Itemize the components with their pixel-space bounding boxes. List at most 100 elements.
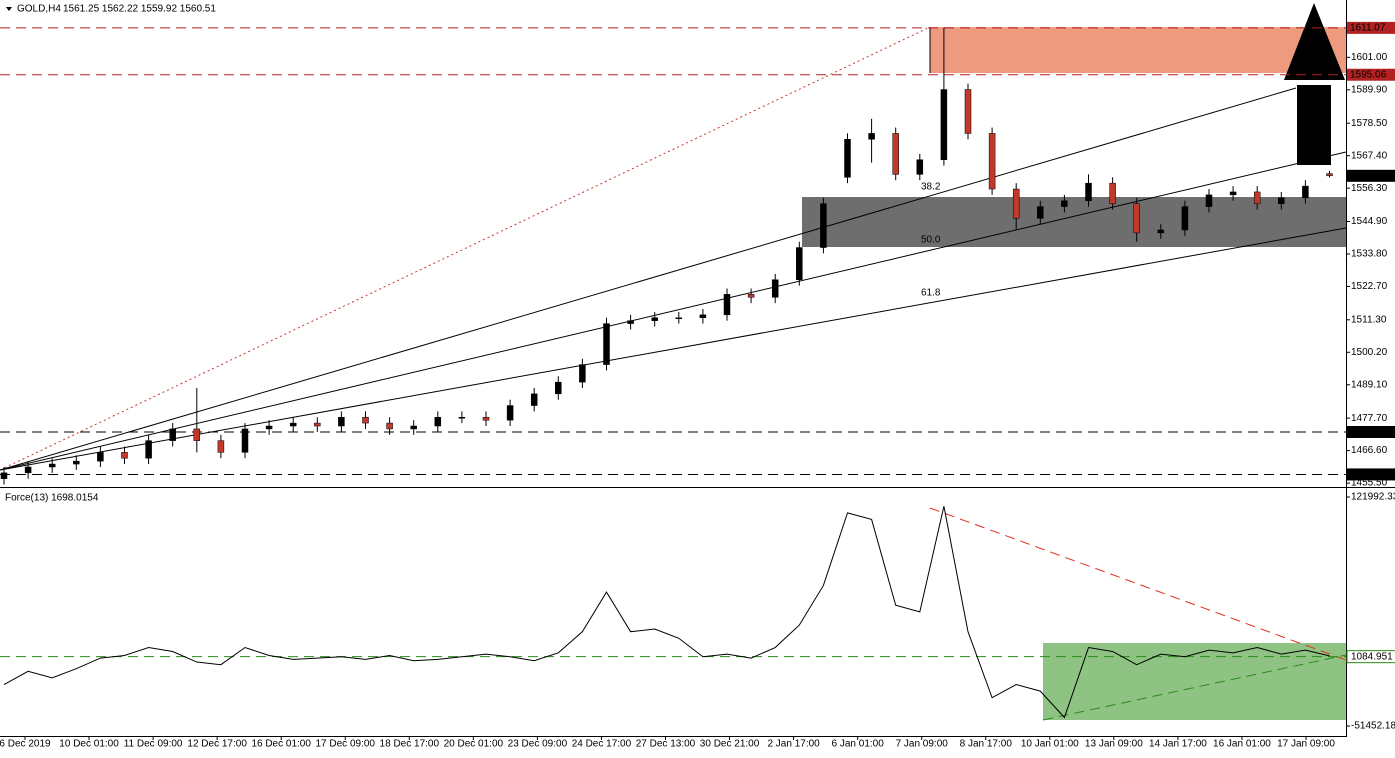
candle-body — [0, 472, 8, 479]
level-label-bg — [1346, 650, 1395, 664]
fib-label: 38.2 — [921, 182, 941, 193]
candle-body — [1157, 229, 1165, 234]
y-tick-label: -51452.18 — [1351, 721, 1395, 732]
x-tick-label: 20 Dec 01:00 — [444, 739, 504, 750]
candle-body — [1229, 191, 1237, 196]
candle-body — [964, 89, 972, 134]
arrow-shaft — [1297, 85, 1331, 165]
x-tick-label: 2 Jan 17:00 — [767, 739, 820, 750]
candle-body — [434, 416, 442, 427]
candle-body — [386, 422, 393, 430]
menu-triangle — [6, 7, 12, 11]
y-tick-label: 1511.30 — [1351, 314, 1387, 325]
x-tick-label: 27 Dec 13:00 — [636, 739, 696, 750]
y-tick-label: 1589.90 — [1351, 84, 1388, 95]
indicator-title: Force(13) 1698.0154 — [5, 493, 99, 504]
level-label: 1595.06 — [1350, 69, 1387, 80]
y-tick-label: 1455.50 — [1351, 478, 1388, 489]
candle-body — [603, 323, 610, 365]
fib-label: 50.0 — [921, 235, 941, 246]
candle-body — [555, 381, 562, 395]
candle-body — [241, 428, 249, 453]
x-tick-label: 17 Dec 09:00 — [316, 739, 376, 750]
candle-body — [579, 364, 586, 383]
x-tick-label: 7 Jan 09:00 — [896, 739, 949, 750]
candle-body — [844, 139, 851, 178]
candle-body — [482, 416, 490, 421]
x-tick-label: 11 Dec 09:00 — [124, 739, 183, 750]
candle-body — [265, 425, 273, 430]
y-tick-label: 1556.30 — [1351, 183, 1388, 194]
level-label-bg — [1347, 468, 1395, 481]
y-tick-label: 1578.50 — [1351, 118, 1388, 129]
force-line — [3, 506, 1330, 719]
symbol: GOLD,H4 — [17, 4, 61, 15]
y-tick-label: 1544.90 — [1351, 216, 1388, 227]
force-trend-green — [1042, 654, 1347, 721]
candle-body — [675, 317, 683, 320]
y-tick-label: 1466.60 — [1351, 445, 1388, 456]
candle-body — [892, 133, 899, 175]
candle-body — [121, 452, 128, 459]
support-zone — [802, 197, 1346, 247]
candle-body — [796, 247, 803, 280]
candle-body — [338, 416, 345, 427]
y-tick-label: 121992.33 — [1351, 492, 1395, 503]
candle-body — [747, 294, 755, 298]
fan-line — [0, 87, 1297, 471]
y-tick-label: 1489.10 — [1351, 379, 1388, 390]
x-tick-label: 30 Dec 21:00 — [700, 739, 760, 750]
fan-line — [0, 151, 1347, 471]
candle-body — [48, 463, 56, 468]
candle-body — [145, 440, 152, 459]
candle-body — [1061, 200, 1068, 207]
candle-body — [868, 133, 875, 140]
x-tick-label: 23 Dec 09:00 — [508, 739, 568, 750]
candle-body — [1302, 185, 1309, 199]
candle-body — [1278, 197, 1285, 204]
candle-body — [1037, 206, 1044, 219]
level-label-bg — [1347, 21, 1395, 34]
level-label-bg — [1347, 68, 1395, 81]
candle-body — [169, 428, 176, 441]
y-tick-label: 1477.70 — [1351, 413, 1388, 424]
candle-body — [506, 405, 514, 421]
candle-body — [699, 314, 707, 319]
level-label: 1472.96 — [1350, 427, 1387, 438]
x-tick-label: 6 Dec 2019 — [0, 739, 51, 750]
arrow-head — [1284, 3, 1345, 80]
candle-body — [193, 428, 201, 441]
x-tick-label: 6 Jan 01:00 — [832, 739, 885, 750]
x-tick-label: 17 Jan 09:00 — [1277, 739, 1335, 750]
level-label: 1611.07 — [1350, 23, 1386, 34]
candle-body — [97, 452, 104, 462]
candle-body — [771, 279, 779, 298]
candle-body — [217, 440, 225, 453]
x-tick-label: 10 Dec 01:00 — [59, 739, 119, 750]
ohlc: 1561.25 1562.22 1559.92 1560.51 — [63, 4, 216, 15]
candle-body — [1205, 194, 1213, 207]
x-tick-label: 16 Dec 01:00 — [251, 739, 311, 750]
candle-body — [362, 416, 369, 424]
candle-body — [1326, 173, 1333, 177]
candle-body — [916, 159, 924, 175]
x-tick-label: 16 Jan 01:00 — [1213, 739, 1271, 750]
last-price-bg — [1347, 169, 1395, 182]
candle-body — [1085, 182, 1092, 201]
candle-body — [988, 133, 996, 190]
candle-body — [651, 317, 658, 321]
x-tick-label: 13 Jan 09:00 — [1085, 739, 1143, 750]
resistance-zone — [930, 27, 1346, 73]
candle-body — [1133, 203, 1140, 234]
y-tick-label: 1522.70 — [1351, 281, 1388, 292]
x-tick-label: 8 Jan 17:00 — [960, 739, 1013, 750]
level-label-bg — [1347, 425, 1395, 438]
level-label: 1458.45 — [1350, 469, 1387, 480]
force-zone — [1043, 643, 1346, 720]
fib-label: 61.8 — [921, 288, 941, 299]
x-tick-label: 10 Jan 01:00 — [1021, 739, 1079, 750]
candle-body — [458, 416, 466, 419]
candle-body — [723, 294, 731, 316]
